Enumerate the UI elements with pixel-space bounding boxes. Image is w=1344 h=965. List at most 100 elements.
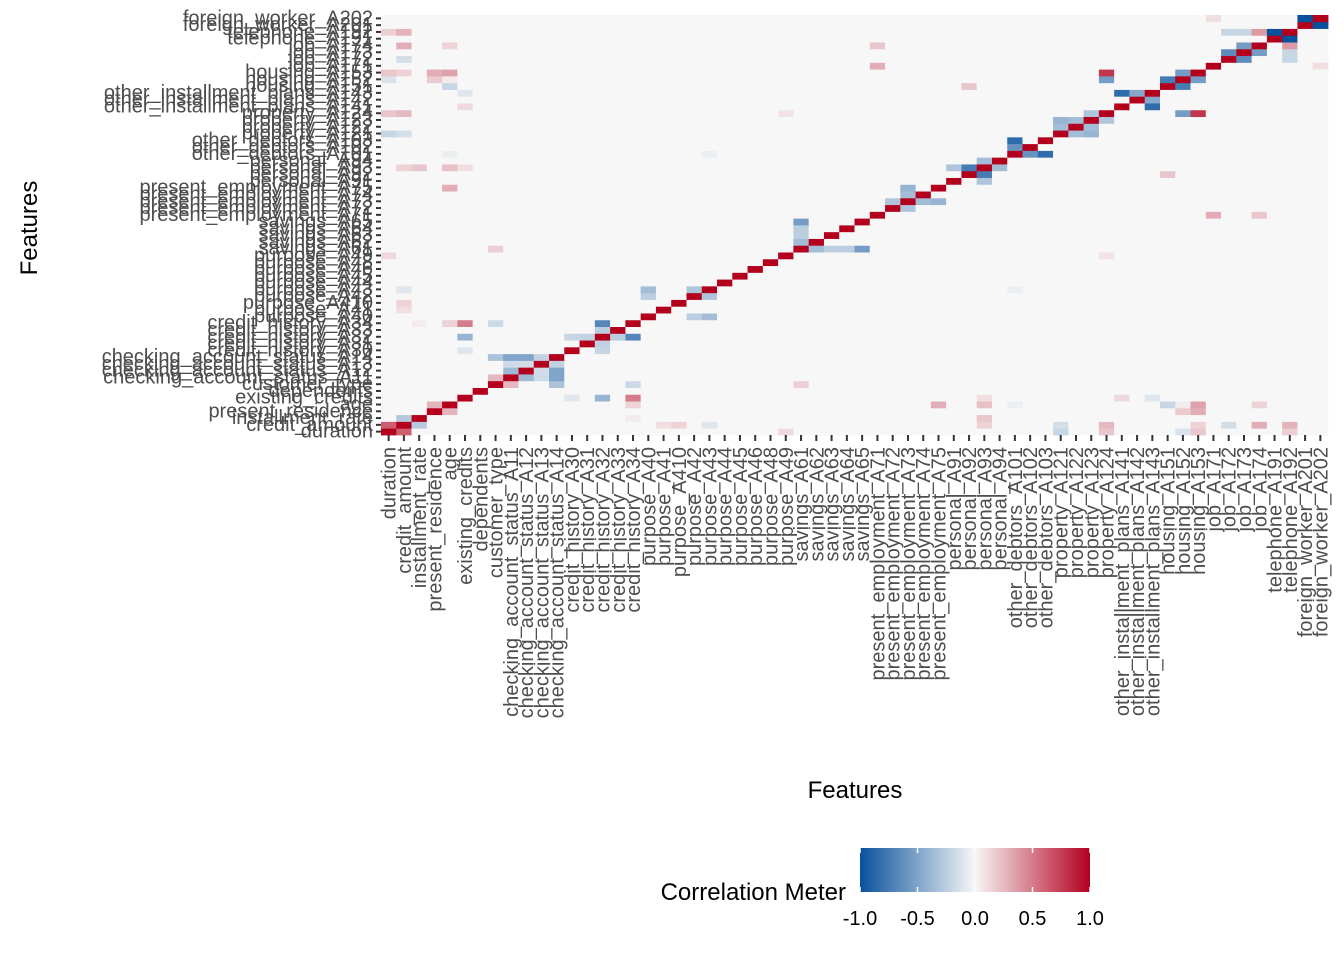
heatmap-cell (533, 346, 550, 355)
heatmap-cell (778, 231, 794, 239)
heatmap-cell (732, 374, 748, 382)
heatmap-cell (640, 333, 657, 341)
heatmap-cell (381, 428, 397, 436)
heatmap-cell (717, 313, 733, 321)
heatmap-cell (625, 333, 642, 341)
heatmap-cell (946, 69, 962, 77)
heatmap-cell (869, 353, 886, 361)
heatmap-cell (946, 258, 962, 267)
heatmap-cell (487, 333, 504, 341)
heatmap-cell (976, 15, 993, 23)
heatmap-cell (686, 407, 703, 416)
heatmap-cell (533, 164, 550, 172)
heatmap-cell (442, 414, 458, 422)
heatmap-cell (1083, 252, 1100, 260)
heatmap-cell (1251, 150, 1268, 158)
heatmap-cell (1236, 28, 1253, 36)
heatmap-cell (1114, 428, 1130, 436)
heatmap-cell (701, 374, 718, 382)
heatmap-cell (1022, 387, 1039, 395)
heatmap-cell (1282, 143, 1298, 151)
heatmap-cell (1098, 204, 1115, 212)
heatmap-cell (518, 136, 535, 145)
heatmap-cell (442, 150, 458, 158)
heatmap-cell (518, 326, 535, 334)
heatmap-cell (930, 387, 947, 395)
y-axis-tick-label: savings_A62 (258, 231, 373, 253)
heatmap-cell (655, 96, 672, 104)
heatmap-cell (487, 340, 504, 348)
heatmap-cell (930, 333, 947, 341)
heatmap-cell (961, 292, 978, 300)
heatmap-cell (1221, 62, 1237, 70)
heatmap-cell (1114, 109, 1130, 118)
heatmap-cell (457, 218, 474, 226)
heatmap-cell (1175, 218, 1191, 226)
heatmap-cell (1159, 136, 1176, 145)
heatmap-cell (671, 191, 687, 199)
heatmap-cell (915, 387, 932, 395)
heatmap-cell (793, 204, 810, 212)
heatmap-cell (411, 387, 428, 395)
heatmap-cell (610, 116, 626, 124)
heatmap-cell (671, 258, 687, 267)
heatmap-cell (732, 116, 748, 124)
heatmap-cell (487, 211, 504, 219)
heatmap-cell (1221, 414, 1237, 422)
heatmap-cell (594, 42, 611, 50)
heatmap-cell (533, 258, 550, 267)
heatmap-cell (1205, 197, 1222, 206)
heatmap-cell (1266, 204, 1283, 212)
heatmap-cell (1053, 150, 1069, 158)
heatmap-cell (533, 197, 550, 206)
y-axis-tick-label: present_employment_A73 (140, 190, 373, 212)
heatmap-cell (808, 69, 825, 77)
heatmap-cell (930, 96, 947, 104)
heatmap-cell (533, 340, 550, 348)
heatmap-cell (381, 136, 397, 145)
heatmap-cell (1175, 353, 1191, 361)
heatmap-cell (1205, 340, 1222, 348)
heatmap-cell (732, 69, 748, 77)
heatmap-cell (411, 109, 428, 118)
heatmap-cell (533, 285, 550, 294)
heatmap-cell (655, 177, 672, 185)
heatmap-cell (411, 407, 428, 416)
heatmap-cell (1190, 184, 1207, 192)
heatmap-cell (640, 421, 657, 429)
heatmap-cell (869, 116, 886, 124)
heatmap-cell (747, 143, 764, 151)
heatmap-cell (976, 103, 993, 111)
heatmap-cell (564, 164, 580, 172)
heatmap-cell (823, 225, 840, 233)
heatmap-cell (778, 245, 794, 253)
heatmap-cell (793, 96, 810, 104)
heatmap-cell (472, 15, 489, 23)
heatmap-cell (762, 143, 779, 151)
heatmap-cell (793, 285, 810, 294)
heatmap-cell (1007, 96, 1023, 104)
heatmap-cell (869, 279, 886, 287)
heatmap-cell (915, 82, 932, 90)
heatmap-cell (900, 401, 916, 409)
heatmap-cell (503, 346, 519, 355)
heatmap-cell (747, 191, 764, 199)
heatmap-cell (655, 62, 672, 70)
heatmap-cell (885, 346, 901, 355)
heatmap-cell (991, 428, 1008, 436)
heatmap-cell (564, 285, 580, 294)
heatmap-cell (594, 75, 611, 84)
heatmap-cell (396, 367, 412, 375)
heatmap-cell (900, 272, 916, 280)
heatmap-cell (518, 116, 535, 124)
heatmap-cell (778, 414, 794, 422)
heatmap-cell (1114, 62, 1130, 70)
heatmap-cell (1159, 150, 1176, 158)
heatmap-cell (533, 75, 550, 84)
heatmap-cell (1144, 387, 1161, 395)
heatmap-cell (701, 55, 718, 63)
heatmap-cell (839, 35, 855, 43)
heatmap-cell (1129, 340, 1146, 348)
heatmap-cell (518, 177, 535, 185)
heatmap-cell (1053, 252, 1069, 260)
